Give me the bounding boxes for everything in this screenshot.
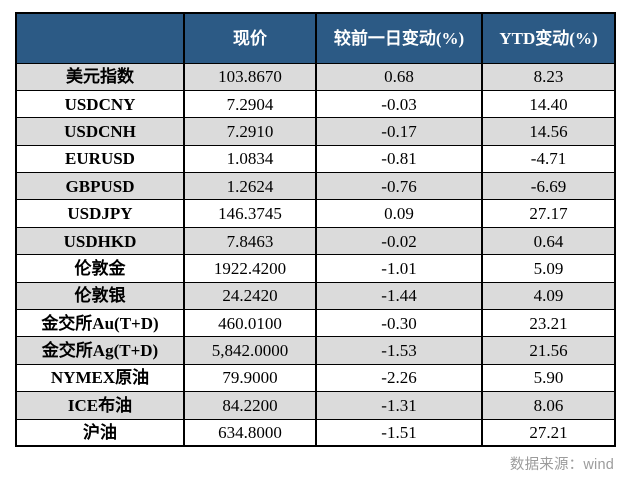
day-change-value: -1.44 (315, 281, 483, 311)
table-row: GBPUSD 1.2624 -0.76 -6.69 (15, 172, 616, 201)
header-cell-instrument (15, 12, 185, 64)
header-cell-day-change: 较前一日变动(%) (315, 12, 483, 64)
table-row: 美元指数 103.8670 0.68 8.23 (15, 62, 616, 91)
instrument-label: 金交所Ag(T+D) (15, 336, 185, 365)
instrument-label: USDHKD (15, 226, 185, 256)
data-source-note: 数据来源：wind (509, 457, 614, 473)
instrument-label: GBPUSD (15, 172, 185, 201)
ytd-change-value: -4.71 (481, 144, 616, 174)
header-cell-current-price: 现价 (183, 12, 317, 64)
day-change-value: 0.68 (315, 62, 483, 91)
table-row: EURUSD 1.0834 -0.81 -4.71 (15, 144, 616, 174)
ytd-change-value: 8.23 (481, 62, 616, 91)
instrument-label: EURUSD (15, 144, 185, 174)
ytd-change-value: 27.21 (481, 418, 616, 447)
instrument-label: 伦敦金 (15, 254, 185, 283)
table-row: USDHKD 7.8463 -0.02 0.64 (15, 226, 616, 256)
current-price: 1922.4200 (183, 254, 317, 283)
ytd-change-value: 27.17 (481, 199, 616, 228)
day-change-value: -1.51 (315, 418, 483, 447)
table-row: USDCNY 7.2904 -0.03 14.40 (15, 89, 616, 119)
table-row: 金交所Au(T+D) 460.0100 -0.30 23.21 (15, 309, 616, 338)
current-price: 5,842.0000 (183, 336, 317, 365)
header-row: 现价 较前一日变动(%) YTD变动(%) (15, 12, 616, 64)
ytd-change-value: 5.90 (481, 363, 616, 393)
instrument-label: USDCNH (15, 117, 185, 146)
table-row: ICE布油 84.2200 -1.31 8.06 (15, 391, 616, 420)
table-row: NYMEX原油 79.9000 -2.26 5.90 (15, 363, 616, 393)
day-change-value: -0.02 (315, 226, 483, 256)
day-change-value: 0.09 (315, 199, 483, 228)
current-price: 634.8000 (183, 418, 317, 447)
day-change-value: -1.01 (315, 254, 483, 283)
day-change-value: -0.30 (315, 309, 483, 338)
market-data-table: 现价 较前一日变动(%) YTD变动(%) 美元指数 103.8670 0.68 8.… (15, 12, 616, 448)
current-price: 460.0100 (183, 309, 317, 338)
table-row: USDJPY 146.3745 0.09 27.17 (15, 199, 616, 228)
instrument-label: USDJPY (15, 199, 185, 228)
current-price: 24.2420 (183, 281, 317, 311)
header-cell-ytd-change: YTD变动(%) (481, 12, 616, 64)
day-change-value: -0.76 (315, 172, 483, 201)
ytd-change-value: 5.09 (481, 254, 616, 283)
current-price: 146.3745 (183, 199, 317, 228)
table-row: USDCNH 7.2910 -0.17 14.56 (15, 117, 616, 146)
current-price: 1.2624 (183, 172, 317, 201)
ytd-change-value: -6.69 (481, 172, 616, 201)
ytd-change-value: 4.09 (481, 281, 616, 311)
day-change-value: -1.31 (315, 391, 483, 420)
ytd-change-value: 23.21 (481, 309, 616, 338)
current-price: 7.8463 (183, 226, 317, 256)
ytd-change-value: 14.56 (481, 117, 616, 146)
day-change-value: -0.03 (315, 89, 483, 119)
current-price: 1.0834 (183, 144, 317, 174)
table-row: 沪油 634.8000 -1.51 27.21 (15, 418, 616, 447)
instrument-label: 美元指数 (15, 62, 185, 91)
current-price: 7.2910 (183, 117, 317, 146)
instrument-label: 沪油 (15, 418, 185, 447)
instrument-label: 伦敦银 (15, 281, 185, 311)
day-change-value: -0.17 (315, 117, 483, 146)
ytd-change-value: 14.40 (481, 89, 616, 119)
instrument-label: ICE布油 (15, 391, 185, 420)
instrument-label: NYMEX原油 (15, 363, 185, 393)
current-price: 79.9000 (183, 363, 317, 393)
ytd-change-value: 8.06 (481, 391, 616, 420)
day-change-value: -1.53 (315, 336, 483, 365)
table-row: 金交所Ag(T+D) 5,842.0000 -1.53 21.56 (15, 336, 616, 365)
table-row: 伦敦金 1922.4200 -1.01 5.09 (15, 254, 616, 283)
ytd-change-value: 21.56 (481, 336, 616, 365)
current-price: 7.2904 (183, 89, 317, 119)
current-price: 84.2200 (183, 391, 317, 420)
table-row: 伦敦银 24.2420 -1.44 4.09 (15, 281, 616, 311)
ytd-change-value: 0.64 (481, 226, 616, 256)
day-change-value: -0.81 (315, 144, 483, 174)
current-price: 103.8670 (183, 62, 317, 91)
instrument-label: 金交所Au(T+D) (15, 309, 185, 338)
instrument-label: USDCNY (15, 89, 185, 119)
day-change-value: -2.26 (315, 363, 483, 393)
